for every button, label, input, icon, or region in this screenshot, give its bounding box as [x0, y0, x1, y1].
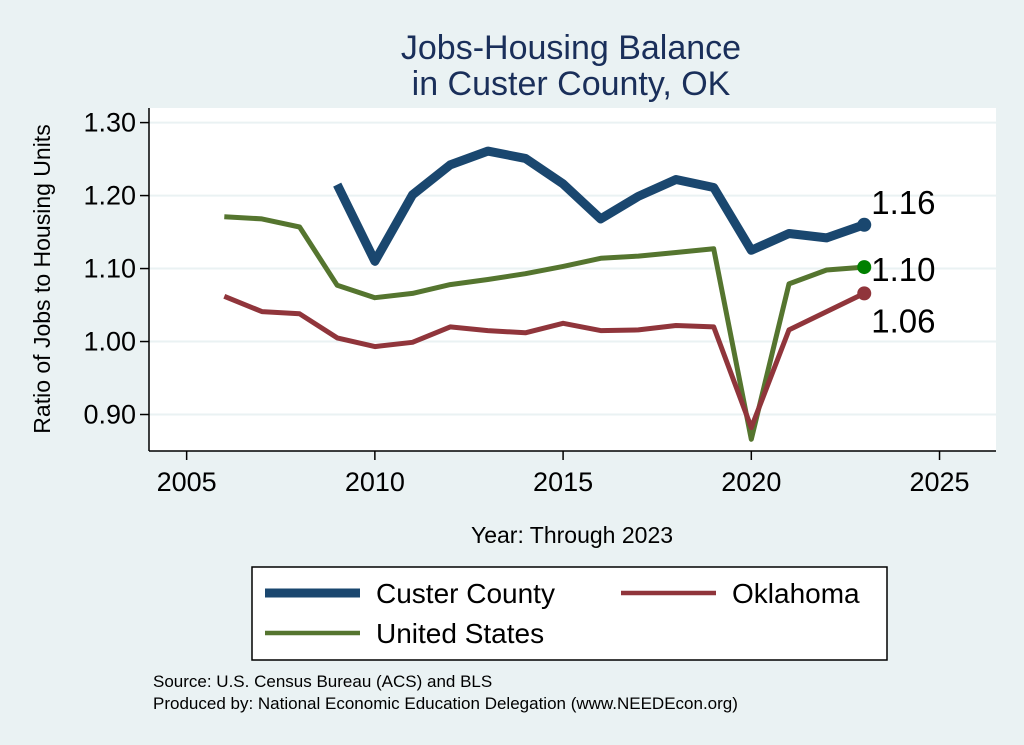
end-marker-custer-county [857, 217, 872, 232]
y-axis-ticks: 0.90 1.00 1.10 1.20 1.30 [83, 108, 149, 430]
y-tick-label: 1.10 [83, 254, 136, 284]
grid [149, 121, 996, 416]
legend-box [251, 566, 888, 661]
end-label-custer-county: 1.16 [871, 184, 935, 221]
x-tick-label: 2020 [721, 467, 781, 497]
y-tick-label: 1.00 [83, 327, 136, 357]
series-line-custer-county [333, 146, 866, 266]
end-label-united-states: 1.10 [871, 251, 935, 288]
series-line-oklahoma [223, 291, 866, 431]
end-label-oklahoma: 1.06 [871, 302, 935, 339]
end-labels: 1.10 1.06 1.16 [871, 184, 935, 340]
legend-label-united-states: United States [376, 618, 544, 649]
y-axis-title: Ratio of Jobs to Housing Units [29, 124, 55, 433]
y-tick-label: 1.30 [83, 108, 136, 138]
end-marker-united-states [857, 260, 872, 275]
series-group [223, 146, 872, 442]
y-tick-label: 1.20 [83, 181, 136, 211]
x-axis-title: Year: Through 2023 [471, 522, 673, 548]
x-tick-label: 2025 [909, 467, 969, 497]
x-axis-ticks: 2005 2010 2015 2020 2025 [157, 451, 970, 497]
produced-by-line: Produced by: National Economic Education… [153, 694, 738, 713]
plot-area [149, 108, 996, 451]
y-tick-label: 0.90 [83, 400, 136, 430]
legend-label-oklahoma: Oklahoma [732, 578, 860, 609]
legend: Custer County Oklahoma United States [251, 566, 888, 661]
chart-title-line-2: in Custer County, OK [412, 65, 731, 103]
chart-title-line-1: Jobs-Housing Balance [401, 29, 741, 67]
x-tick-label: 2015 [533, 467, 593, 497]
source-line: Source: U.S. Census Bureau (ACS) and BLS [153, 672, 492, 691]
x-tick-label: 2010 [345, 467, 405, 497]
legend-label-custer-county: Custer County [376, 578, 555, 609]
end-marker-oklahoma [857, 286, 872, 301]
x-tick-label: 2005 [157, 467, 217, 497]
